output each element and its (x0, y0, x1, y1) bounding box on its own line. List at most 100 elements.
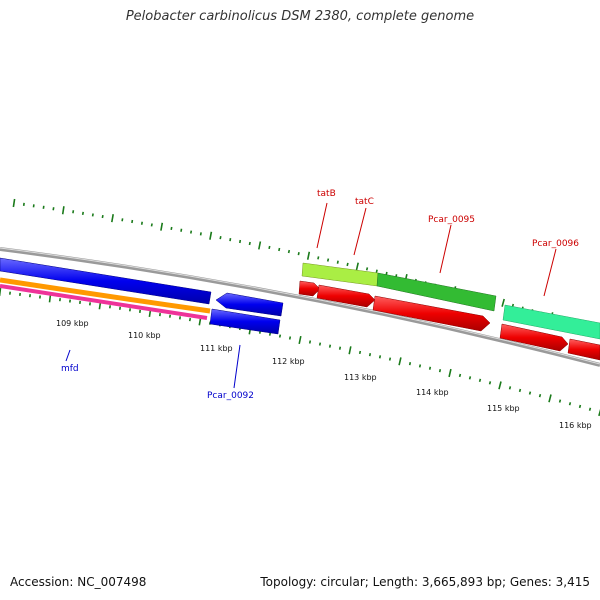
minor-tick (278, 247, 281, 252)
gene-callout-line (65, 349, 71, 362)
minor-tick (578, 404, 582, 409)
minor-tick (229, 237, 232, 242)
minor-tick (188, 317, 192, 322)
minor-tick (408, 362, 412, 366)
minor-tick (468, 376, 472, 380)
minor-tick (375, 269, 378, 273)
minor-tick (528, 391, 532, 395)
major-tick (498, 381, 502, 390)
minor-tick (308, 340, 312, 344)
major-tick (598, 409, 600, 417)
major-tick (258, 241, 262, 250)
minor-tick (317, 256, 320, 260)
minor-tick (81, 211, 84, 216)
major-tick (298, 335, 302, 345)
minor-tick (338, 346, 342, 350)
minor-tick (318, 342, 322, 346)
minor-tick (378, 355, 382, 359)
scale-label: 110 kbp (128, 331, 161, 340)
major-tick (398, 357, 402, 366)
minor-tick (518, 388, 522, 393)
cds-pcar-0092 (209, 308, 281, 335)
minor-tick (121, 218, 124, 222)
major-tick (448, 368, 452, 378)
minor-tick (268, 245, 271, 250)
major-tick (61, 206, 65, 215)
minor-tick (478, 378, 482, 383)
genome-backbone (0, 247, 600, 367)
scale-labels: 109 kbp 110 kbp 111 kbp 112 kbp 113 kbp 114 k… (56, 319, 592, 430)
minor-tick (239, 239, 242, 244)
minor-tick (150, 223, 153, 227)
cds-pcar-0095 (372, 295, 491, 332)
major-tick (348, 346, 352, 355)
minor-tick (278, 334, 282, 338)
accession-label: Accession: NC_007498 (10, 575, 147, 589)
minor-tick (428, 366, 432, 370)
scale-label: 113 kbp (344, 373, 377, 382)
minor-tick (326, 258, 330, 262)
major-tick (12, 198, 16, 208)
minor-tick (101, 214, 104, 219)
scale-label: 116 kbp (559, 421, 592, 430)
cds-tatb (298, 280, 321, 297)
major-tick (306, 251, 311, 260)
minor-tick (538, 393, 542, 398)
major-tick (0, 287, 2, 297)
minor-tick (558, 399, 562, 403)
gene-label: tatC (355, 197, 374, 207)
minor-tick (190, 230, 193, 234)
gene-label: mfd (61, 364, 79, 374)
gene-label: tatB (317, 189, 336, 199)
major-tick (111, 214, 114, 223)
pink-feature-track (0, 284, 208, 320)
minor-tick (418, 364, 422, 368)
minor-tick (365, 267, 369, 271)
minor-tick (328, 344, 332, 348)
cds-pcar-0096 (499, 323, 569, 352)
minor-tick (140, 221, 143, 225)
minor-tick (568, 402, 572, 406)
cds-mfd (0, 257, 212, 305)
green-feature-track (376, 272, 497, 312)
minor-tick (287, 249, 291, 254)
minor-tick (131, 219, 134, 224)
cds-tatc (316, 284, 376, 308)
minor-tick (368, 353, 372, 357)
gene-label: Pcar_0092 (207, 391, 254, 401)
scale-label: 109 kbp (56, 319, 89, 328)
major-tick (548, 394, 552, 403)
gene-callout-line (543, 248, 557, 297)
teal-feature-track (502, 304, 600, 340)
minor-tick (219, 236, 222, 240)
major-tick (501, 298, 505, 307)
minor-tick (358, 350, 362, 355)
minor-tick (170, 226, 173, 231)
minor-tick (91, 213, 94, 217)
minor-tick (388, 357, 392, 361)
scale-label: 112 kbp (272, 357, 305, 366)
major-tick (209, 231, 213, 240)
minor-tick (588, 407, 592, 411)
minor-tick (438, 369, 442, 373)
genome-summary: Topology: circular; Length: 3,665,893 bp… (260, 575, 590, 589)
minor-tick (288, 336, 292, 340)
minor-tick (72, 210, 75, 214)
minor-tick (180, 228, 183, 232)
scale-label: 115 kbp (487, 404, 520, 413)
cds-reverse-arrow (215, 292, 284, 317)
minor-tick (488, 381, 492, 385)
lime-feature-track (301, 262, 379, 287)
minor-tick (508, 386, 512, 390)
minor-tick (346, 262, 349, 267)
minor-tick (336, 260, 339, 264)
gene-callout-line (439, 224, 452, 274)
minor-tick (297, 252, 300, 256)
gene-label: Pcar_0096 (532, 239, 579, 249)
cds-next (567, 338, 600, 361)
scale-label: 114 kbp (416, 388, 449, 397)
gene-callout-line (233, 344, 241, 389)
minor-tick (199, 232, 202, 236)
gene-labels: mfd Pcar_0092 tatB tatC Pcar_0095 Pcar_0096 (61, 189, 579, 401)
